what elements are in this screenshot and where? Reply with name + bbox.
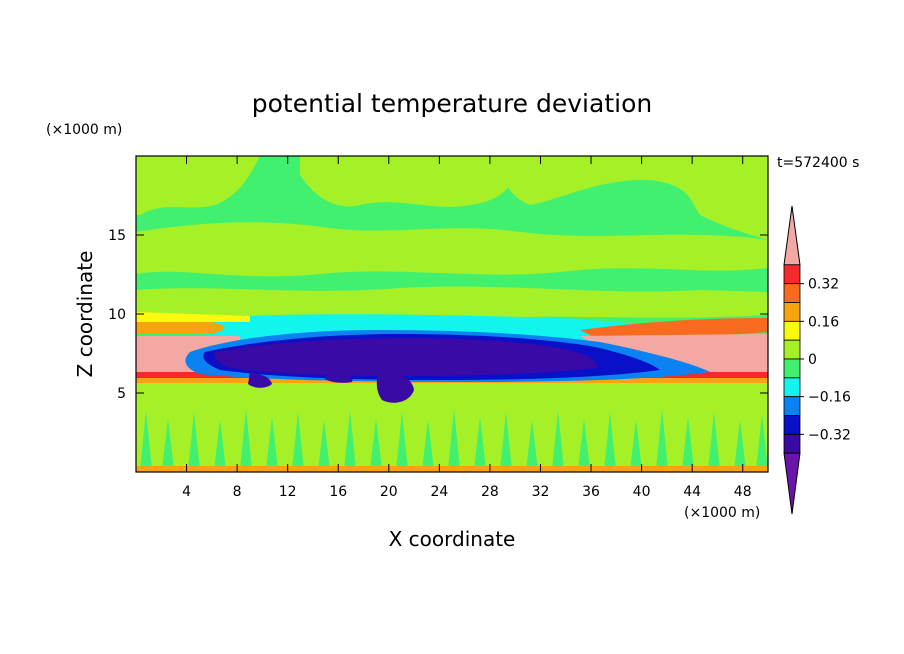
field-surface-layer: [136, 466, 768, 472]
x-tick-label: 24: [430, 484, 448, 500]
colorbar-label: −0.32: [808, 427, 851, 443]
x-tick-label: 48: [734, 484, 752, 500]
contour-field: [136, 156, 768, 472]
field-mid-band: [136, 222, 768, 277]
x-tick-label: 36: [582, 484, 600, 500]
colorbar-segment: [783, 205, 801, 266]
x-tick-label: 8: [233, 484, 242, 500]
colorbar-segment: [783, 415, 801, 435]
x-tick-label: 44: [683, 484, 701, 500]
colorbar-segment: [783, 377, 801, 398]
x-tick-label: 12: [279, 484, 297, 500]
y-tick-label: 15: [108, 228, 126, 244]
x-tick-label: 16: [329, 484, 347, 500]
y-axis-title: Z coordinate: [73, 251, 97, 378]
colorbar-segment: [783, 302, 801, 322]
colorbar-segment: [783, 433, 801, 454]
colorbar-segment: [783, 396, 801, 416]
field-upper-band: [136, 156, 260, 215]
field-cold-lobe: [376, 373, 414, 403]
chart-title: potential temperature deviation: [252, 89, 652, 118]
colorbar-segment: [783, 320, 801, 341]
time-label: t=572400 s: [777, 155, 859, 171]
y-tick-label: 5: [117, 386, 126, 402]
y-tick-label: 10: [108, 307, 126, 323]
x-axis-title: X coordinate: [389, 527, 516, 551]
field-upper-band: [500, 156, 768, 240]
x-unit-label: (×1000 m): [684, 505, 760, 521]
x-tick-label: 40: [633, 484, 651, 500]
x-tick-label: 4: [182, 484, 191, 500]
colorbar-segment: [783, 283, 801, 303]
field-cold-lobe: [324, 372, 353, 383]
field-cold-lobe: [248, 372, 272, 388]
colorbar-label: 0: [808, 352, 817, 368]
x-tick-label: 32: [532, 484, 550, 500]
y-unit-label: (×1000 m): [46, 122, 122, 138]
field-cold-purple: [214, 338, 597, 376]
field-yellow-layer: [136, 312, 250, 322]
colorbar-label: 0.32: [808, 277, 839, 293]
x-tick-label: 28: [481, 484, 499, 500]
colorbar-segment: [783, 339, 801, 360]
colorbar: 0.32 0.16 0 −0.16 −0.32: [783, 205, 851, 515]
colorbar-segment: [783, 358, 801, 379]
colorbar-label: 0.16: [808, 314, 839, 330]
field-lower-band: [136, 286, 768, 322]
x-tick-label: 20: [380, 484, 398, 500]
colorbar-label: −0.16: [808, 390, 851, 406]
field-upper-band: [300, 156, 520, 207]
field-lower-noise: [140, 408, 768, 470]
colorbar-segment: [783, 452, 801, 515]
colorbar-segment: [783, 264, 801, 285]
